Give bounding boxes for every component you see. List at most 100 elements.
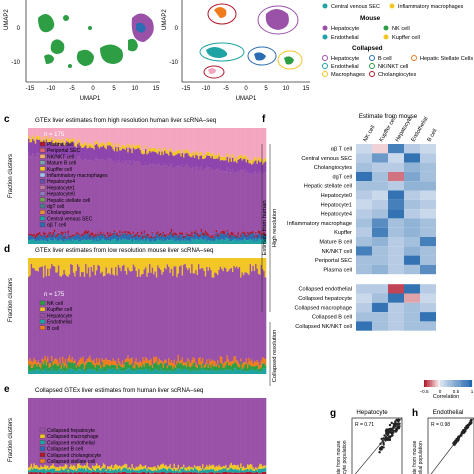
bar-segment bbox=[215, 472, 218, 474]
bar-segment bbox=[227, 128, 230, 159]
bar-segment bbox=[212, 238, 215, 242]
bar-segment bbox=[242, 231, 245, 234]
bar-segment bbox=[208, 469, 211, 473]
bar-segment bbox=[222, 468, 225, 472]
heatmap-cell bbox=[356, 153, 372, 163]
bar-segment bbox=[232, 168, 234, 233]
bar-segment bbox=[71, 155, 74, 235]
bar-segment bbox=[253, 237, 256, 242]
heatmap-cell bbox=[356, 255, 372, 265]
bar-segment bbox=[215, 371, 218, 374]
bar-segment bbox=[106, 469, 109, 473]
bar-segment bbox=[96, 258, 98, 271]
bar-segment bbox=[153, 238, 155, 242]
bar-segment bbox=[192, 357, 195, 364]
bar-segment bbox=[157, 128, 159, 151]
bar-segment bbox=[74, 159, 76, 235]
bar-segment bbox=[192, 167, 195, 236]
bar-segment bbox=[112, 274, 114, 359]
bar-segment bbox=[94, 275, 97, 363]
bar-segment bbox=[256, 365, 259, 369]
bar-segment bbox=[56, 398, 59, 468]
bar-segment bbox=[174, 266, 177, 366]
bar-segment bbox=[52, 231, 55, 235]
bar-segment bbox=[248, 364, 250, 370]
bar-segment bbox=[93, 264, 95, 359]
bar-segment bbox=[67, 138, 70, 142]
bar-segment bbox=[238, 258, 241, 267]
bar-segment bbox=[116, 470, 119, 474]
bar-segment bbox=[261, 258, 264, 269]
bar-segment bbox=[131, 258, 134, 271]
bar-segment bbox=[166, 239, 169, 244]
bar-segment bbox=[57, 155, 60, 233]
bar-segment bbox=[89, 355, 91, 362]
bar-segment bbox=[140, 469, 143, 473]
heatmap-cell bbox=[388, 171, 404, 182]
bar-segment bbox=[191, 370, 193, 374]
bar-segment bbox=[89, 159, 91, 235]
colorbar-step bbox=[464, 380, 466, 387]
bar-segment bbox=[47, 139, 49, 143]
bar-segment bbox=[42, 277, 45, 360]
bar-segment bbox=[226, 472, 229, 474]
bar-segment bbox=[87, 369, 90, 374]
bar-segment bbox=[195, 231, 197, 239]
bar-segment bbox=[101, 159, 104, 234]
bar-segment bbox=[203, 169, 206, 233]
bar-segment bbox=[42, 258, 45, 278]
bar-segment bbox=[121, 360, 124, 368]
bar-segment bbox=[120, 234, 123, 236]
bar-segment bbox=[67, 471, 70, 474]
bar-segment bbox=[200, 361, 203, 368]
bar-segment bbox=[127, 361, 129, 369]
bar-segment bbox=[155, 152, 158, 165]
bar-segment bbox=[47, 237, 49, 242]
bar-segment bbox=[125, 361, 128, 370]
bar-segment bbox=[153, 356, 155, 364]
bar-segment bbox=[192, 398, 195, 468]
bar-segment bbox=[222, 367, 225, 371]
bar-segment bbox=[33, 357, 36, 365]
heatmap-cell bbox=[372, 153, 388, 163]
bar-segment bbox=[59, 235, 61, 240]
bar-segment bbox=[102, 142, 105, 146]
umap-left-ytick-1: -10 bbox=[11, 60, 20, 66]
bar-segment bbox=[173, 359, 176, 367]
bar-segment bbox=[98, 469, 101, 473]
bar-segment bbox=[75, 147, 78, 161]
bar-segment bbox=[154, 164, 157, 237]
bar-segment bbox=[115, 238, 117, 244]
bar-segment bbox=[53, 238, 56, 244]
bar-segment bbox=[36, 366, 38, 370]
bar-segment bbox=[132, 467, 135, 470]
heatmap-col-label: NK cell bbox=[363, 125, 377, 143]
bar-segment bbox=[222, 471, 225, 474]
bar-segment bbox=[225, 238, 227, 244]
bar-segment bbox=[184, 165, 187, 236]
bar-segment bbox=[74, 471, 76, 474]
bar-segment bbox=[121, 465, 124, 470]
bar-segment bbox=[154, 471, 157, 474]
bar-segment bbox=[200, 231, 203, 239]
bar-segment bbox=[218, 365, 221, 369]
bar-segment bbox=[242, 258, 245, 276]
legend-label: Hepatic stellate cell bbox=[47, 198, 90, 204]
bar-segment bbox=[264, 161, 267, 173]
bar-segment bbox=[135, 363, 138, 370]
bar-segment bbox=[131, 464, 134, 469]
bar-segment bbox=[210, 465, 212, 469]
umap-xtick: -10 bbox=[202, 86, 211, 92]
bar-segment bbox=[158, 466, 161, 471]
bar-segment bbox=[170, 371, 173, 374]
bar-segment bbox=[36, 153, 38, 234]
bar-segment bbox=[89, 368, 91, 374]
bar-segment bbox=[196, 466, 199, 470]
bar-segment bbox=[221, 467, 223, 470]
bar-segment bbox=[62, 363, 64, 371]
bar-segment bbox=[97, 258, 100, 265]
bar-segment bbox=[206, 235, 208, 242]
top-legend: Central venous SEC Inflammatory macropha… bbox=[322, 3, 473, 78]
bar-segment bbox=[185, 366, 188, 370]
bar-segment bbox=[66, 241, 68, 244]
